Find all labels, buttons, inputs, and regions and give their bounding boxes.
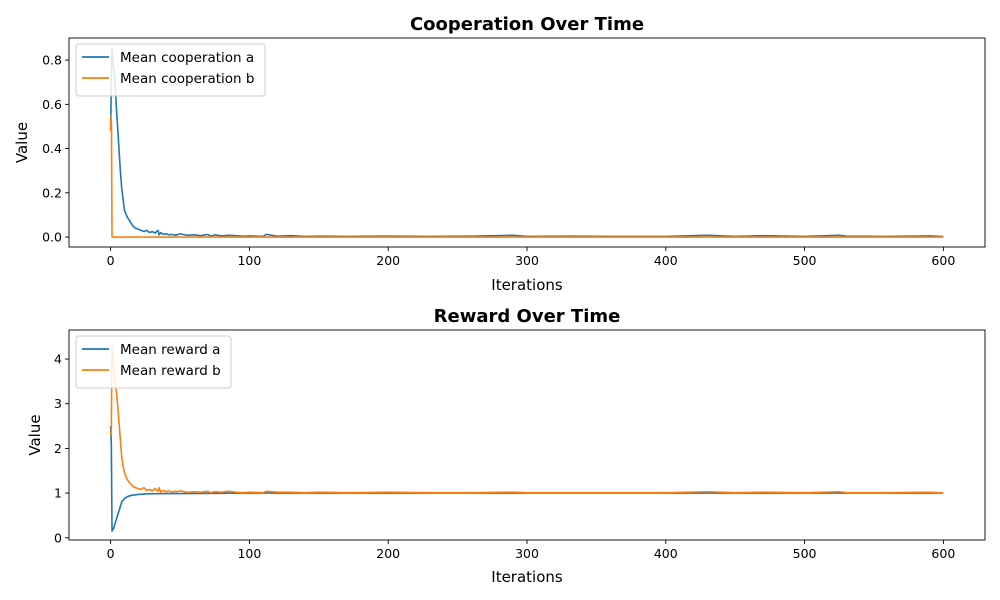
y-tick-label: 0.0 — [42, 230, 62, 245]
legend-box — [75, 43, 266, 97]
y-tick-label: 4 — [54, 352, 62, 367]
x-tick-label: 0 — [107, 546, 115, 561]
x-axis-label: Iterations — [491, 568, 563, 586]
cooperation-chart: Cooperation Over Time Iterations Value 0… — [13, 14, 986, 294]
y-tick-label: 0.2 — [42, 185, 62, 200]
y-tick-label: 3 — [54, 396, 62, 411]
x-tick-label: 500 — [793, 546, 817, 561]
x-tick-label: 300 — [515, 253, 539, 268]
y-tick-label: 0.6 — [42, 97, 62, 112]
legend-label: Mean reward a — [120, 342, 220, 358]
x-tick-label: 300 — [515, 546, 539, 561]
x-tick-label: 500 — [793, 253, 817, 268]
series-line-b — [109, 344, 944, 494]
y-tick-label: 0.8 — [42, 53, 62, 68]
series-line-a — [109, 48, 944, 238]
x-tick-label: 100 — [237, 546, 261, 561]
legend-label: Mean reward b — [120, 363, 221, 379]
y-tick-label: 0.4 — [42, 141, 62, 156]
x-tick-label: 200 — [376, 546, 400, 561]
y-axis-label: Value — [13, 122, 31, 163]
y-tick-label: 2 — [54, 441, 62, 456]
reward-chart: Reward Over Time Iterations Value 0 100 20… — [26, 306, 986, 586]
plot-area — [109, 344, 944, 532]
legend: Mean cooperation a Mean cooperation b — [75, 43, 266, 97]
x-axis-label: Iterations — [491, 276, 563, 294]
legend-label: Mean cooperation b — [120, 71, 254, 87]
x-tick-label: 200 — [376, 253, 400, 268]
legend-box — [75, 335, 232, 389]
x-tick-label: 400 — [654, 546, 678, 561]
y-tick-label: 1 — [54, 486, 62, 501]
series-line-b — [109, 114, 944, 238]
legend: Mean reward a Mean reward b — [75, 335, 232, 389]
x-tick-label: 400 — [654, 253, 678, 268]
x-tick-label: 600 — [931, 253, 955, 268]
chart-title: Cooperation Over Time — [410, 14, 644, 35]
y-axis-label: Value — [26, 414, 44, 455]
x-tick-label: 600 — [931, 546, 955, 561]
legend-label: Mean cooperation a — [120, 50, 254, 66]
chart-title: Reward Over Time — [434, 306, 621, 327]
x-tick-label: 0 — [107, 253, 115, 268]
y-tick-label: 0 — [54, 530, 62, 545]
x-tick-label: 100 — [237, 253, 261, 268]
plot-area — [109, 48, 944, 238]
